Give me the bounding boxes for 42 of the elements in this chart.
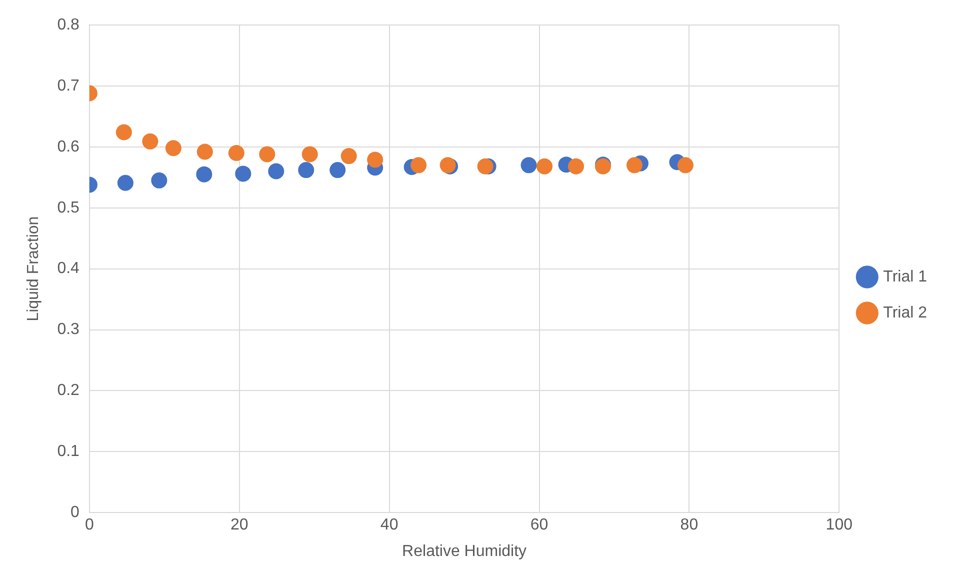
x-tick-label: 40 — [380, 516, 398, 534]
point — [536, 158, 553, 174]
point — [520, 157, 537, 174]
point — [259, 146, 276, 162]
point — [340, 148, 357, 164]
point — [367, 152, 384, 168]
legend-label: Trial 1 — [883, 268, 928, 286]
point — [677, 157, 694, 174]
point — [117, 174, 134, 191]
y-tick-label: 0.3 — [57, 321, 80, 338]
y-tick-label: 0.6 — [57, 138, 80, 156]
point — [330, 162, 346, 178]
point — [477, 158, 494, 174]
y-tick-label: 0 — [70, 504, 80, 522]
x-tick-label: 20 — [230, 516, 248, 534]
x-tick-label: 0 — [84, 516, 94, 534]
y-tick-label: 0.4 — [57, 260, 80, 278]
point — [165, 140, 182, 156]
y-tick-label: 0.1 — [57, 443, 80, 460]
x-tick-label: 80 — [680, 516, 698, 534]
point — [626, 157, 642, 174]
point — [196, 144, 213, 160]
y-axis-title: Liquid Fraction — [25, 216, 42, 322]
point — [228, 144, 244, 161]
point — [298, 162, 314, 178]
y-tick-label: 0.5 — [57, 199, 80, 216]
point — [151, 172, 168, 188]
legend-label: Trial 2 — [883, 304, 928, 322]
point — [116, 124, 132, 140]
point — [568, 158, 584, 174]
point — [268, 163, 284, 180]
y-tick-label: 0.8 — [57, 16, 80, 34]
x-axis-title: Relative Humidity — [402, 542, 527, 560]
point — [410, 157, 427, 174]
x-tick-label: 60 — [530, 516, 548, 534]
point — [235, 166, 252, 182]
x-tick-label: 100 — [826, 516, 853, 534]
point — [302, 146, 318, 162]
y-tick-label: 0.7 — [57, 77, 80, 94]
point — [142, 133, 158, 150]
point — [196, 166, 212, 182]
y-tick-label: 0.2 — [57, 382, 80, 400]
